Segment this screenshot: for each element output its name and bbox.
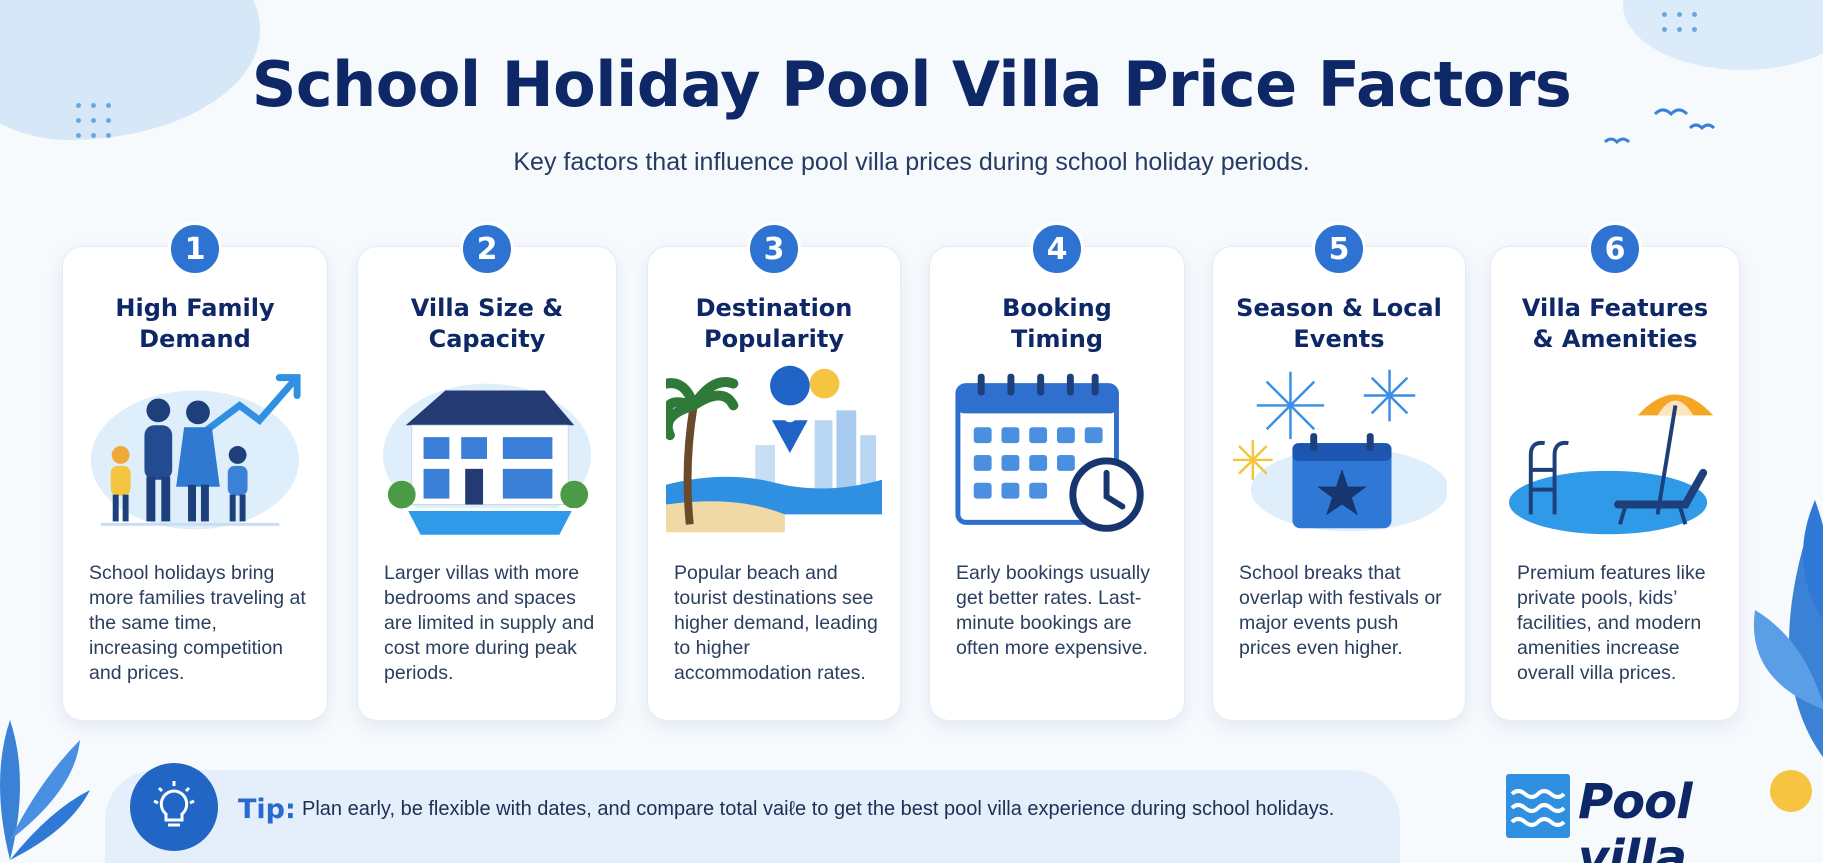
sun-icon xyxy=(1770,770,1812,812)
logo-text: Pool villa xyxy=(1578,774,1693,863)
number-badge: 1 xyxy=(168,222,222,276)
beach-location-pin-icon xyxy=(655,365,882,540)
lightbulb-icon xyxy=(130,763,218,851)
card-title: Destination Popularity xyxy=(695,294,853,353)
number-badge: 5 xyxy=(1312,222,1366,276)
card-description: Popular beach and tourist destinations s… xyxy=(674,562,878,684)
factor-card-destination-popularity: 3 Destination Popularity Popular beach an… xyxy=(647,222,901,721)
family-with-rising-arrow-icon xyxy=(81,365,309,540)
factor-card-villa-size-capacity: 2 Villa Size & Capacity Larger villas wit… xyxy=(357,222,617,721)
factor-card-booking-timing: 4 Booking Timing Early bookings usually g… xyxy=(929,222,1185,721)
water-waves-icon xyxy=(1506,774,1570,838)
number-badge: 4 xyxy=(1030,222,1084,276)
pool-villa-logo: Pool villa xyxy=(1506,770,1812,863)
factor-card-high-family-demand: 1 High Family Demand School holidays brin… xyxy=(62,222,328,721)
birds-icon xyxy=(1603,108,1716,145)
page-subtitle: Key factors that influence pool villa pr… xyxy=(513,148,1310,176)
number-badge: 2 xyxy=(460,222,514,276)
card-description: Early bookings usually get better rates.… xyxy=(956,562,1151,659)
fireworks-calendar-icon xyxy=(1231,365,1449,540)
leaf-decoration-left-icon xyxy=(0,720,90,860)
card-description: School holidays bring more families trav… xyxy=(89,562,306,684)
card-title: Season & Local Events xyxy=(1236,294,1442,353)
card-description: Larger villas with more bedrooms and spa… xyxy=(384,562,595,684)
card-title: Booking Timing xyxy=(1002,294,1112,353)
leaf-decoration-right-icon xyxy=(1753,500,1823,758)
factor-card-villa-features-amenities: 6 Villa Features & Amenities Premium feat… xyxy=(1490,222,1740,721)
number-badge: 3 xyxy=(747,222,801,276)
card-title: Villa Size & Capacity xyxy=(410,294,564,353)
tip-banner xyxy=(105,770,1400,863)
tip-label: Tip: xyxy=(238,794,296,825)
card-description: Premium features like private pools, kid… xyxy=(1517,562,1706,684)
calendar-clock-icon xyxy=(948,365,1166,540)
villa-with-pool-icon xyxy=(376,365,598,540)
card-description: School breaks that overlap with festival… xyxy=(1239,562,1442,659)
decorative-dots-left xyxy=(76,103,111,138)
number-badge: 6 xyxy=(1588,222,1642,276)
card-title: High Family Demand xyxy=(115,294,275,353)
pool-umbrella-lounger-icon xyxy=(1509,365,1721,540)
page-title: School Holiday Pool Villa Price Factors xyxy=(251,48,1572,121)
card-title: Villa Features & Amenities xyxy=(1521,294,1709,353)
factor-card-season-local-events: 5 Season & Local Events School breaks tha… xyxy=(1212,222,1466,721)
decorative-dots-right xyxy=(1662,12,1697,32)
tip-text: Plan early, be flexible with dates, and … xyxy=(302,798,1335,820)
